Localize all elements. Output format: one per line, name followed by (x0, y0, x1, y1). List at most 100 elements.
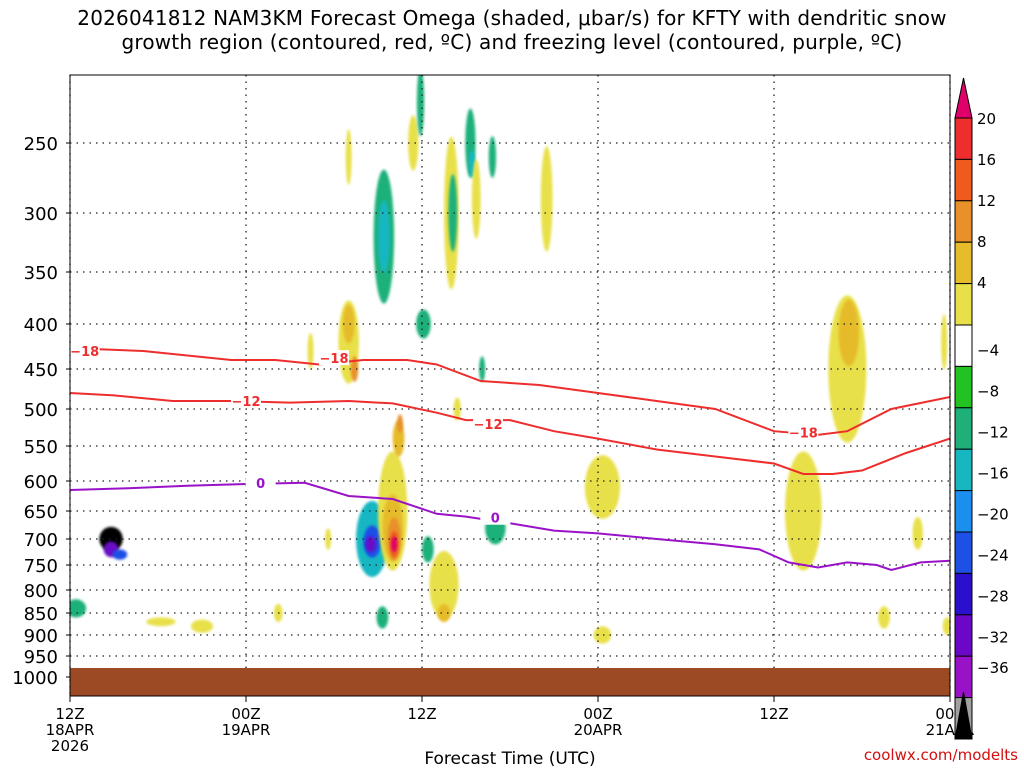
colorbar-label-6: −8 (977, 383, 999, 401)
contour-label-bg-0-1 (319, 350, 349, 366)
omega-cell-26 (408, 115, 419, 171)
colorbar-label-11: −28 (977, 587, 1009, 605)
colorbar-swatch-0 (954, 117, 973, 160)
contour-label-0-1: −18 (320, 352, 349, 367)
y-axis: 2503003504004505005506006507007508008509… (12, 134, 70, 689)
contour-label-bg-1-0 (231, 393, 261, 408)
colorbar-swatch-4 (954, 283, 973, 326)
omega-cell-16 (376, 606, 389, 629)
omega-cell-23 (397, 414, 403, 434)
chart-title: 2026041812 NAM3KM Forecast Omega (shaded… (0, 6, 1024, 54)
contour-label-0-2: −18 (789, 427, 818, 442)
y-tick-label-400: 400 (24, 315, 58, 336)
omega-cell-27 (416, 75, 425, 137)
colorbar-swatch-13 (954, 655, 973, 699)
contour-label-bg-2-0 (245, 474, 276, 490)
x-tick-label-0-2: 2026 (51, 737, 89, 755)
omega-cell-50 (878, 606, 890, 629)
contour-label-bg-0-2 (788, 424, 819, 440)
y-tick-label-800: 800 (24, 581, 58, 602)
colorbar-bottom-arrow (954, 691, 973, 740)
colorbar-label-9: −20 (977, 506, 1009, 524)
x-tick-label-48-0: 12Z (759, 705, 788, 723)
contour-label-2-1: 0 (491, 512, 500, 527)
y-tick-label-650: 650 (24, 502, 58, 523)
omega-cell-38 (453, 397, 461, 421)
omega-cell-29 (422, 536, 434, 563)
omega-cell-47 (912, 517, 923, 550)
omega-cell-4 (146, 617, 176, 627)
omega-cell-11 (350, 356, 359, 382)
omega-cell-7 (307, 333, 314, 369)
omega-cell-49 (942, 617, 950, 635)
colorbar-label-7: −12 (977, 424, 1009, 442)
omega-cell-30 (429, 551, 459, 619)
colorbar-label-13: −36 (977, 659, 1009, 677)
omega-cell-41 (540, 146, 553, 252)
omega-cell-25 (378, 200, 390, 274)
colorbar-label-4: 4 (977, 274, 987, 292)
colorbar-swatch-6 (954, 365, 973, 409)
omega-cell-15 (365, 536, 376, 553)
y-tick-label-250: 250 (24, 134, 58, 155)
credit-text: coolwx.com/modelts (863, 746, 1018, 764)
colorbar-swatch-5 (954, 324, 973, 367)
colorbar-label-5: −4 (977, 342, 999, 360)
title-line-1: 2026041812 NAM3KM Forecast Omega (shaded… (77, 6, 947, 30)
omega-cell-46 (838, 299, 860, 367)
x-tick-label-36-1: 20APR (574, 721, 623, 739)
colorbar-swatch-9 (954, 490, 973, 533)
y-tick-label-350: 350 (24, 263, 58, 284)
y-tick-label-850: 850 (24, 604, 58, 625)
omega-cell-48 (941, 314, 948, 370)
contour-label-bg-2-1 (480, 509, 511, 525)
y-tick-label-950: 950 (24, 647, 58, 668)
colorbar-label-1: 16 (977, 151, 996, 169)
omega-cell-10 (342, 304, 355, 344)
omega-cell-37 (488, 136, 497, 178)
omega-cell-3 (70, 599, 87, 618)
contour-label-bg-1-1 (473, 415, 503, 431)
colorbar-swatch-3 (954, 241, 973, 285)
colorbar-swatch-8 (954, 448, 973, 492)
x-tick-label-0-0: 12Z (55, 705, 84, 723)
omega-cell-36 (471, 159, 481, 239)
colorbar-label-12: −32 (977, 628, 1009, 646)
colorbar: 20 16 12 8 4 −4 −8 −12 −16 −20 −24 −28 −32 −36 (954, 77, 1009, 740)
contour-label-1-0: −12 (232, 395, 261, 410)
contour-label-2-0: 0 (256, 477, 265, 492)
y-tick-label-600: 600 (24, 472, 58, 493)
plot-background (70, 75, 950, 696)
contour-label-1-1: −12 (474, 418, 503, 433)
omega-cell-39 (479, 356, 486, 382)
colorbar-swatch-7 (954, 407, 973, 450)
colorbar-label-8: −16 (977, 465, 1009, 483)
y-tick-label-300: 300 (24, 204, 58, 225)
y-tick-label-900: 900 (24, 626, 58, 647)
colorbar-swatch-2 (954, 200, 973, 243)
omega-cell-44 (785, 451, 822, 571)
omega-cell-31 (437, 604, 451, 622)
x-tick-label-0-1: 18APR (46, 721, 95, 739)
y-tick-label-700: 700 (24, 530, 58, 551)
y-tick-label-500: 500 (24, 400, 58, 421)
title-line-2: growth region (contoured, red, ºC) and f… (121, 30, 903, 54)
colorbar-top-arrow (954, 77, 973, 119)
omega-cell-2 (112, 549, 128, 560)
colorbar-swatch-12 (954, 614, 973, 657)
y-tick-label-1000: 1000 (12, 668, 58, 689)
omega-cell-8 (325, 528, 332, 550)
colorbar-label-2: 12 (977, 192, 996, 210)
omega-cell-42 (584, 455, 621, 519)
ground-terrain (70, 668, 950, 696)
omega-cell-5 (191, 619, 213, 633)
colorbar-swatch-10 (954, 531, 973, 574)
y-tick-label-450: 450 (24, 360, 58, 381)
omega-shading (70, 75, 950, 644)
contour-label-0-0: −18 (70, 345, 99, 360)
omega-cell-28 (416, 309, 431, 339)
colorbar-label-0: 20 (977, 110, 996, 128)
omega-cell-43 (593, 626, 612, 644)
